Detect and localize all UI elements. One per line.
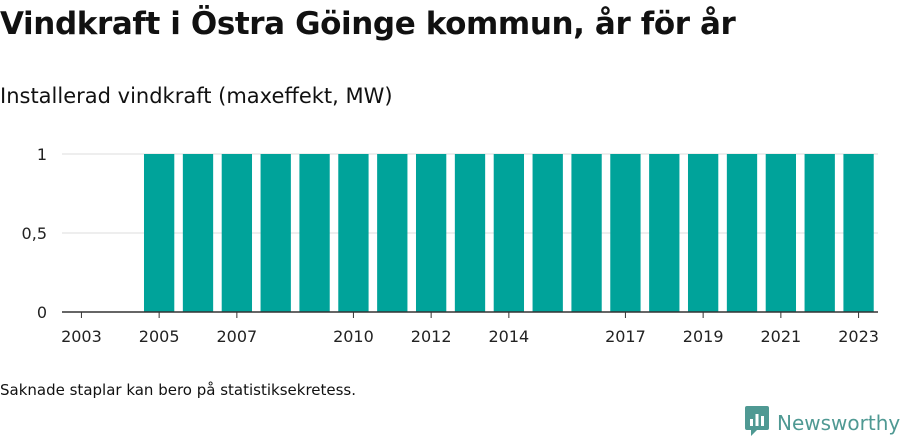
bar-2022 [804, 154, 835, 312]
x-tick-label: 2012 [411, 327, 452, 346]
bar-2019 [687, 154, 719, 312]
bar-2016 [571, 154, 602, 312]
bar-2008 [260, 154, 291, 312]
x-tick-label: 2017 [605, 327, 646, 346]
x-axis-ticks: 2003 2005 2007 2010 2012 2014 2017 2019 2021 2023 [61, 312, 879, 346]
bar-2021 [765, 154, 797, 312]
x-tick-label: 2023 [838, 327, 879, 346]
bar-2007 [221, 154, 253, 312]
x-tick-label: 2005 [139, 327, 180, 346]
bar-2017 [610, 154, 641, 312]
bar-2012 [415, 154, 447, 312]
brand-logo[interactable]: Newsworthy [744, 405, 900, 441]
bars [143, 154, 874, 312]
bar-2010 [338, 154, 369, 312]
x-tick-label: 2014 [488, 327, 529, 346]
bar-2015 [532, 154, 563, 312]
brand-name: Newsworthy [777, 411, 900, 435]
bar-2006 [182, 154, 214, 312]
y-tick-label: 0,5 [22, 224, 47, 243]
bar-2005 [143, 154, 175, 312]
x-tick-label: 2021 [760, 327, 801, 346]
footnote: Saknade staplar kan bero på statistiksek… [0, 381, 357, 399]
bar-2018 [649, 154, 680, 312]
newsworthy-logo-icon [744, 405, 770, 441]
x-tick-label: 2019 [683, 327, 724, 346]
bar-2011 [377, 154, 408, 312]
x-tick-label: 2003 [61, 327, 102, 346]
chart-title: Vindkraft i Östra Göinge kommun, år för … [0, 6, 736, 42]
bar-2013 [454, 154, 486, 312]
y-tick-label: 1 [37, 145, 47, 164]
x-tick-label: 2007 [216, 327, 257, 346]
x-tick-label: 2010 [333, 327, 374, 346]
chart-subtitle: Installerad vindkraft (maxeffekt, MW) [0, 84, 393, 108]
bar-2009 [299, 154, 330, 312]
bar-2023 [843, 154, 874, 312]
y-tick-label: 0 [37, 303, 47, 322]
bar-2020 [726, 154, 758, 312]
y-axis-ticks: 00,51 [22, 145, 47, 322]
bar-chart: 00,51 2003 2005 2007 2010 2012 2014 2017 2019 20… [22, 145, 879, 346]
bar-2014 [493, 154, 525, 312]
